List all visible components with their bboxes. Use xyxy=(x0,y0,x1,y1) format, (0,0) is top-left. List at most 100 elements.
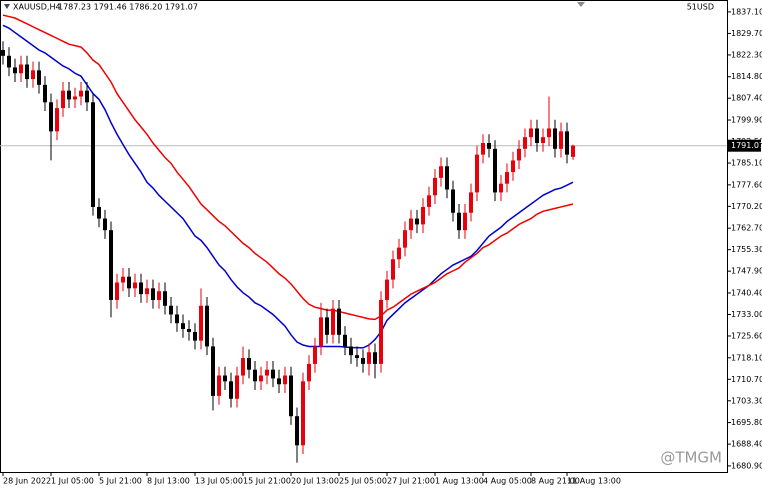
y-tick-label: 1680.90 xyxy=(731,461,762,470)
candle-body xyxy=(37,70,41,85)
candle-body xyxy=(547,128,551,138)
candle-body xyxy=(43,84,47,103)
candle-body xyxy=(565,131,569,155)
x-tick-label: 15 Jul 21:00 xyxy=(243,477,291,486)
candle-body xyxy=(355,355,359,359)
y-tick-label: 1688.40 xyxy=(731,440,762,449)
candle-body xyxy=(481,142,485,155)
candle-body xyxy=(331,308,335,335)
y-tick-label: 1785.10 xyxy=(731,159,762,168)
candle-body xyxy=(427,195,431,207)
account-label: 51USD xyxy=(687,3,714,12)
candle-body xyxy=(25,64,29,80)
x-tick-label: 27 Jul 21:00 xyxy=(387,477,435,486)
candle-body xyxy=(337,308,341,335)
candle-body xyxy=(145,288,149,295)
candle-body xyxy=(91,102,95,207)
candle-body xyxy=(205,305,209,347)
candle-body xyxy=(349,346,353,356)
x-tick-label: 1 Jul 05:00 xyxy=(51,477,94,486)
candle-body xyxy=(559,131,563,149)
candle-body xyxy=(325,317,329,335)
candle-body xyxy=(487,142,491,149)
candle-body xyxy=(343,334,347,347)
candle-body xyxy=(313,346,317,364)
ohlc-info: 1787.23 1791.46 1786.20 1791.07 xyxy=(58,3,198,12)
y-tick-label: 1725.60 xyxy=(731,331,762,340)
candle-body xyxy=(181,323,185,330)
candle-body xyxy=(415,218,419,225)
candle-body xyxy=(553,128,557,149)
candle-body xyxy=(517,148,521,161)
candle-body xyxy=(469,192,473,213)
candle-body xyxy=(505,172,509,184)
candle-body xyxy=(373,352,377,364)
candle-body xyxy=(217,375,221,396)
x-tick-label: 28 Jun 2022 xyxy=(3,477,51,486)
candle-body xyxy=(13,67,17,74)
candle-body xyxy=(67,90,71,100)
candle-body xyxy=(445,166,449,190)
candle-body xyxy=(397,247,401,260)
candle-body xyxy=(199,305,203,341)
candle-body xyxy=(277,378,281,385)
shift-marker xyxy=(577,2,585,7)
candle-body xyxy=(493,148,497,193)
candle-body xyxy=(115,282,119,300)
candle-body xyxy=(31,70,35,80)
candle-body xyxy=(295,416,299,446)
candle-body xyxy=(229,381,233,399)
candle-body xyxy=(571,145,575,157)
last-price-box xyxy=(728,139,761,152)
candle-body xyxy=(79,90,83,97)
candle-body xyxy=(133,282,137,289)
candle-body xyxy=(271,369,275,379)
y-tick-label: 1807.40 xyxy=(731,94,762,103)
chart-title: XAUUSD,H4 xyxy=(13,3,61,12)
candle-body xyxy=(241,358,245,376)
y-tick-label: 1718.10 xyxy=(731,353,762,362)
symbol-icon xyxy=(4,4,10,9)
candle-body xyxy=(121,276,125,283)
y-tick-label: 1814.80 xyxy=(731,72,762,81)
x-tick-label: 25 Jul 05:00 xyxy=(339,477,387,486)
candle-body xyxy=(457,212,461,231)
candle-body xyxy=(169,305,173,315)
candle-body xyxy=(283,375,287,385)
y-tick-label: 1755.30 xyxy=(731,245,762,254)
candle-body xyxy=(385,279,389,300)
y-tick-label: 1829.70 xyxy=(731,29,762,38)
candle-body xyxy=(535,128,539,143)
watermark: @TMGM xyxy=(660,449,722,467)
candle-body xyxy=(391,259,395,280)
candle-body xyxy=(529,128,533,138)
x-tick-label: 8 Jul 13:00 xyxy=(147,477,190,486)
candle-body xyxy=(289,375,293,417)
candle-body xyxy=(19,64,23,74)
candle-body xyxy=(61,90,65,109)
candle-body xyxy=(265,369,269,376)
candle-body xyxy=(247,358,251,370)
candle-body xyxy=(463,212,467,231)
x-tick-label: 13 Jul 05:00 xyxy=(195,477,243,486)
candle-body xyxy=(187,329,191,332)
candle-body xyxy=(127,276,131,289)
x-tick-label: 20 Jul 13:00 xyxy=(291,477,339,486)
candle-body xyxy=(451,189,455,213)
y-tick-label: 1733.00 xyxy=(731,310,762,319)
y-tick-label: 1747.90 xyxy=(731,267,762,276)
candle-body xyxy=(403,230,407,248)
y-tick-label: 1837.10 xyxy=(731,7,762,16)
candle-body xyxy=(421,206,425,225)
candle-body xyxy=(361,358,365,364)
candle-body xyxy=(211,346,215,396)
candle-body xyxy=(307,363,311,382)
candle-body xyxy=(73,96,77,100)
candle-body xyxy=(193,331,197,341)
y-tick-label: 1762.70 xyxy=(731,224,762,233)
y-tick-label: 1799.90 xyxy=(731,116,762,125)
candle-body xyxy=(367,352,371,364)
candle-body xyxy=(103,218,107,231)
last-price-label: 1791.07 xyxy=(731,141,762,150)
